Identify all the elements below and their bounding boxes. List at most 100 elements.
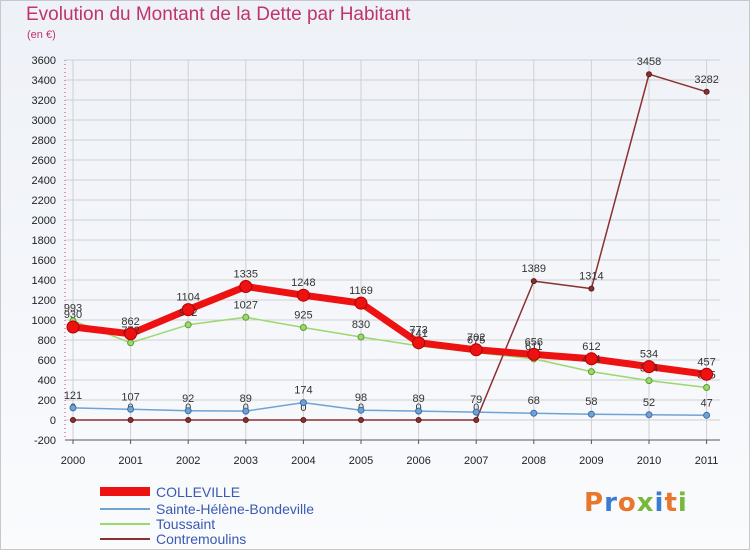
data-label: 612 xyxy=(582,341,600,353)
data-point xyxy=(184,321,192,329)
data-label: 98 xyxy=(355,392,367,404)
data-label: 1335 xyxy=(234,269,258,281)
y-tick-label: 1400 xyxy=(32,275,56,287)
data-point xyxy=(645,377,653,385)
legend-swatch xyxy=(100,487,150,496)
data-point xyxy=(473,417,480,423)
series-line xyxy=(73,73,707,421)
data-label: 68 xyxy=(528,395,540,407)
y-tick-label: 2200 xyxy=(32,195,56,207)
proxiti-logo: Proxiti xyxy=(584,488,688,518)
y-tick-label: 1000 xyxy=(32,315,56,327)
logo-letter: o xyxy=(617,488,637,518)
chart-axes: -200020040060080010001200140016001800200… xyxy=(32,55,720,467)
series-line xyxy=(72,283,708,378)
y-tick-label: 3000 xyxy=(32,115,56,127)
data-point xyxy=(358,417,364,423)
data-point xyxy=(587,410,595,418)
data-point xyxy=(527,347,541,361)
x-tick-label: 2010 xyxy=(637,455,661,467)
data-point xyxy=(645,411,653,419)
data-point xyxy=(646,71,652,78)
data-label: 174 xyxy=(294,385,312,397)
x-tick-label: 2004 xyxy=(291,455,315,467)
data-label: 58 xyxy=(585,396,597,408)
data-label: 457 xyxy=(697,356,715,368)
data-point xyxy=(242,417,249,423)
data-label: 1104 xyxy=(176,292,200,304)
data-label: 89 xyxy=(240,393,252,405)
data-point xyxy=(242,407,250,415)
data-label: 534 xyxy=(640,349,658,361)
data-label: 925 xyxy=(294,310,312,322)
legend-swatch xyxy=(100,507,150,510)
x-tick-label: 2011 xyxy=(695,455,719,467)
chart-grid xyxy=(65,59,720,441)
data-label: 0 xyxy=(300,402,306,414)
data-label: 92 xyxy=(182,393,194,405)
y-tick-label: 2000 xyxy=(32,215,56,227)
legend-item: Sainte-Hélène-Bondeville xyxy=(100,500,314,517)
x-tick-label: 2005 xyxy=(349,455,373,467)
y-tick-label: 1200 xyxy=(32,295,56,307)
y-tick-label: -200 xyxy=(34,435,56,447)
legend-item: Toussaint xyxy=(100,515,216,532)
y-tick-label: 1800 xyxy=(32,235,56,247)
legend-label: Sainte-Hélène-Bondeville xyxy=(156,500,314,517)
legend-item: COLLEVILLE xyxy=(100,484,240,500)
data-point xyxy=(357,406,365,414)
data-label: 3458 xyxy=(637,56,661,68)
data-point xyxy=(127,405,135,413)
data-point xyxy=(184,407,192,415)
data-point xyxy=(239,280,253,293)
x-tick-label: 2007 xyxy=(464,455,488,467)
data-label: 52 xyxy=(643,397,655,409)
data-label: 862 xyxy=(121,316,139,328)
logo-letter: x xyxy=(636,488,655,518)
data-label: 993 xyxy=(64,303,82,315)
data-point xyxy=(587,368,595,376)
data-label: 702 xyxy=(467,332,485,344)
legend-label: Toussaint xyxy=(156,515,216,532)
data-label: 0 xyxy=(473,402,479,414)
y-tick-label: 3600 xyxy=(32,55,56,67)
data-point xyxy=(299,324,307,331)
data-label: 675 xyxy=(467,335,485,347)
data-point xyxy=(66,320,80,334)
legend-swatch xyxy=(100,537,150,540)
x-tick-label: 2002 xyxy=(176,455,200,467)
data-point xyxy=(642,360,656,374)
y-tick-label: 2600 xyxy=(32,155,56,167)
data-point xyxy=(703,411,711,419)
data-point xyxy=(299,399,307,407)
legend-swatch xyxy=(100,522,150,525)
data-point xyxy=(296,288,310,302)
x-tick-label: 2001 xyxy=(118,455,142,467)
data-point xyxy=(127,417,134,423)
data-point xyxy=(415,417,422,423)
chart-title: Evolution du Montant de la Dette par Hab… xyxy=(26,4,411,25)
data-point xyxy=(69,404,77,412)
data-labels: 930 862 1104 1335 1248 1169 773 702 656 612 534 457… xyxy=(64,56,719,414)
series-lines xyxy=(72,73,708,421)
data-point xyxy=(70,417,76,423)
x-tick-label: 2006 xyxy=(406,455,430,467)
data-label: 1314 xyxy=(579,271,603,283)
data-point xyxy=(185,417,192,423)
x-tick-label: 2009 xyxy=(579,455,603,467)
y-tick-label: 200 xyxy=(38,395,56,407)
x-tick-label: 2003 xyxy=(234,455,258,467)
data-label: 1027 xyxy=(234,299,258,311)
data-point xyxy=(703,88,710,95)
data-point xyxy=(472,408,480,416)
data-label: 830 xyxy=(352,319,370,331)
data-point xyxy=(469,343,483,357)
logo-letter: t xyxy=(664,488,678,518)
series-line xyxy=(72,316,707,389)
legend-item: Contremoulins xyxy=(100,531,246,547)
logo-letter: r xyxy=(604,488,618,518)
data-point xyxy=(242,313,250,321)
y-tick-label: 600 xyxy=(38,355,56,367)
